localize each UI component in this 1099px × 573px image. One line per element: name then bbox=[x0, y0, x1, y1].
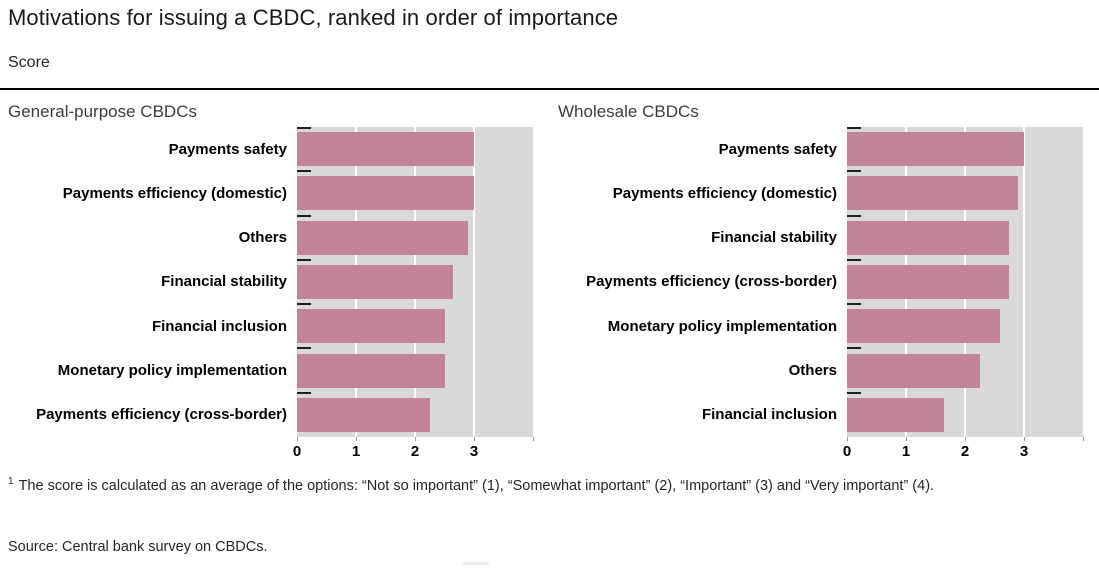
bar bbox=[297, 265, 454, 299]
chart-panel-general-purpose: General-purpose CBDCs Payments safety Pay… bbox=[0, 100, 549, 465]
category-tick bbox=[847, 391, 861, 394]
category-label: Payments efficiency (cross-border) bbox=[586, 273, 837, 291]
category-tick bbox=[297, 303, 311, 306]
category-label: Financial stability bbox=[711, 229, 837, 247]
category-labels: Payments safety Payments efficiency (dome… bbox=[550, 127, 842, 437]
category-labels: Payments safety Payments efficiency (dome… bbox=[0, 127, 292, 437]
x-tick-label: 0 bbox=[842, 443, 852, 460]
bar bbox=[297, 176, 474, 211]
category-tick bbox=[847, 347, 861, 350]
category-tick bbox=[847, 170, 861, 173]
category-label: Payments safety bbox=[718, 140, 837, 158]
x-tick-label: 1 bbox=[351, 443, 361, 460]
page-indicator bbox=[462, 562, 489, 565]
footnote-marker: 1 bbox=[8, 476, 14, 487]
x-tick-label: 1 bbox=[901, 443, 911, 460]
bar bbox=[847, 309, 1001, 344]
category-label: Monetary policy implementation bbox=[57, 362, 287, 380]
bar bbox=[847, 353, 980, 388]
page-title: Motivations for issuing a CBDC, ranked i… bbox=[8, 5, 619, 30]
bar bbox=[847, 132, 1024, 167]
footnote-text: The score is calculated as an average of… bbox=[18, 477, 935, 494]
plot-area bbox=[847, 127, 1083, 437]
x-tick-mark bbox=[415, 437, 416, 441]
x-tick-mark bbox=[1083, 437, 1084, 441]
x-tick-mark bbox=[847, 437, 848, 441]
x-tick-mark bbox=[533, 437, 534, 441]
category-label: Payments efficiency (cross-border) bbox=[36, 406, 287, 424]
x-tick-mark bbox=[356, 437, 357, 441]
category-tick bbox=[847, 214, 861, 217]
bar bbox=[297, 309, 445, 344]
category-tick bbox=[297, 214, 311, 217]
category-tick bbox=[297, 127, 311, 129]
source-text: Source: Central bank survey on CBDCs. bbox=[8, 539, 268, 555]
bar bbox=[847, 176, 1019, 211]
x-tick-label: 2 bbox=[410, 443, 420, 460]
x-axis: 0 1 2 3 bbox=[843, 437, 1084, 465]
category-label: Financial stability bbox=[161, 273, 287, 291]
category-tick bbox=[847, 303, 861, 306]
gridline bbox=[473, 127, 475, 437]
x-tick-mark bbox=[1024, 437, 1025, 441]
category-label: Others bbox=[788, 362, 837, 380]
x-tick-mark bbox=[906, 437, 907, 441]
category-label: Financial inclusion bbox=[151, 317, 287, 335]
category-label: Financial inclusion bbox=[701, 406, 837, 424]
bar bbox=[297, 397, 430, 432]
category-label: Payments safety bbox=[168, 140, 287, 158]
x-tick-label: 3 bbox=[469, 443, 479, 460]
category-label: Payments efficiency (domestic) bbox=[62, 184, 287, 202]
x-tick-label: 3 bbox=[1019, 443, 1029, 460]
category-tick bbox=[297, 258, 311, 261]
unit-label: Score bbox=[8, 54, 50, 71]
x-tick-mark bbox=[965, 437, 966, 441]
category-tick bbox=[847, 127, 861, 129]
category-tick bbox=[297, 347, 311, 350]
category-tick bbox=[297, 391, 311, 394]
bar bbox=[847, 265, 1010, 299]
footnote: 1 The score is calculated as an average o… bbox=[8, 474, 1028, 498]
bar bbox=[297, 220, 469, 255]
x-tick-mark bbox=[297, 437, 298, 441]
gridline bbox=[1023, 127, 1025, 437]
bar bbox=[297, 132, 474, 167]
chart-panel-wholesale: Wholesale CBDCs Payments safety Payments … bbox=[550, 100, 1099, 465]
bar bbox=[297, 353, 445, 388]
x-tick-label: 0 bbox=[292, 443, 302, 460]
x-tick-mark bbox=[474, 437, 475, 441]
plot-area bbox=[297, 127, 533, 437]
category-label: Monetary policy implementation bbox=[607, 317, 837, 335]
x-axis: 0 1 2 3 bbox=[293, 437, 534, 465]
bar bbox=[847, 220, 1010, 255]
category-tick bbox=[847, 258, 861, 261]
category-label: Others bbox=[238, 229, 287, 247]
category-tick bbox=[297, 170, 311, 173]
panel-title: General-purpose CBDCs bbox=[8, 102, 197, 121]
category-label: Payments efficiency (domestic) bbox=[612, 184, 837, 202]
panel-title: Wholesale CBDCs bbox=[558, 102, 699, 121]
x-tick-label: 2 bbox=[960, 443, 970, 460]
divider-rule bbox=[0, 88, 1099, 90]
bar bbox=[847, 397, 945, 432]
